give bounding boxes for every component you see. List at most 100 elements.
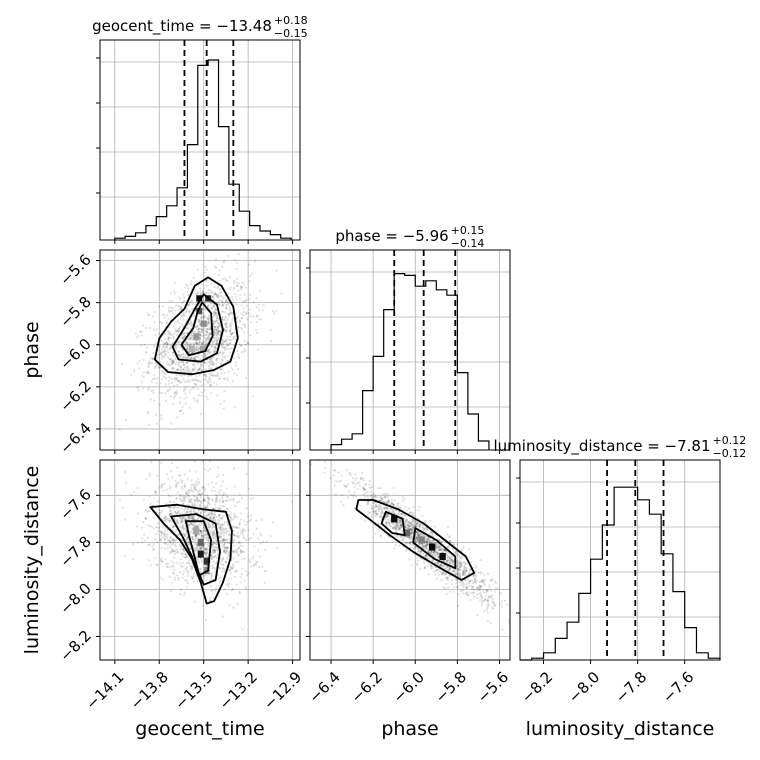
sample-point (179, 519, 182, 523)
sample-point (166, 543, 170, 546)
sample-point (212, 549, 216, 552)
sample-point (432, 551, 435, 554)
sample-point (160, 510, 163, 514)
sample-point (237, 353, 240, 356)
sample-point (134, 332, 138, 335)
sample-point (223, 348, 226, 352)
sample-point (186, 537, 189, 540)
sample-point (214, 542, 217, 545)
sample-point (456, 567, 459, 570)
sample-point (209, 367, 212, 370)
sample-point (196, 504, 199, 507)
sample-point (231, 563, 234, 566)
sample-point (193, 358, 196, 361)
x-tick-label: −6.0 (390, 668, 428, 706)
sample-point (412, 543, 415, 547)
sample-point (210, 575, 213, 578)
sample-point (240, 567, 244, 570)
sample-point (225, 307, 228, 310)
sample-point (263, 570, 266, 573)
sample-point (224, 340, 227, 343)
sample-point (185, 579, 188, 582)
sample-point (190, 280, 193, 283)
sample-point (447, 555, 451, 558)
sample-point (207, 349, 210, 353)
sample-point (221, 342, 224, 346)
sample-point (201, 290, 204, 293)
sample-point (202, 334, 206, 337)
sample-point (178, 322, 182, 325)
sample-point (409, 511, 412, 514)
sample-point (426, 543, 429, 546)
sample-point (217, 514, 221, 517)
sample-point (197, 493, 200, 496)
sample-point (202, 364, 205, 367)
sample-point (204, 356, 207, 359)
sample-point (167, 389, 170, 392)
sample-point (247, 572, 250, 575)
sample-point (478, 592, 481, 595)
sample-point (432, 550, 435, 554)
sample-point (419, 553, 422, 556)
sample-point (410, 546, 413, 549)
sample-point (225, 338, 228, 342)
sample-point (459, 573, 462, 577)
sample-point (233, 356, 236, 359)
sample-point (385, 513, 388, 517)
sample-point (438, 545, 441, 548)
sample-point (173, 525, 176, 528)
sample-point (232, 550, 235, 553)
sample-point (450, 563, 453, 566)
sample-point (240, 286, 243, 289)
sample-point (460, 583, 463, 587)
sample-point (198, 504, 202, 507)
sample-point (192, 342, 195, 345)
sample-point (450, 558, 453, 561)
sample-point (212, 315, 215, 318)
sample-point (415, 530, 418, 533)
sample-point (176, 521, 179, 524)
sample-point (178, 497, 182, 500)
sample-point (187, 507, 190, 511)
sample-point (491, 600, 494, 603)
sample-point (192, 315, 195, 318)
sample-point (400, 513, 404, 516)
sample-point (400, 526, 404, 529)
sample-point (222, 567, 225, 570)
sample-point (465, 562, 468, 565)
sample-point (227, 528, 231, 531)
sample-point (192, 364, 195, 367)
sample-point (383, 500, 387, 503)
sample-point (208, 337, 211, 340)
sample-point (427, 573, 430, 576)
sample-point (197, 330, 200, 334)
sample-point (424, 520, 427, 524)
sample-point (182, 548, 185, 552)
sample-point (217, 325, 220, 328)
sample-point (177, 350, 181, 353)
sample-point (399, 521, 402, 524)
sample-point (213, 556, 216, 559)
sample-point (368, 515, 371, 519)
sample-point (213, 303, 216, 306)
sample-point (467, 547, 470, 551)
sample-point (167, 336, 170, 340)
sample-point (251, 272, 254, 275)
sample-point (150, 389, 153, 392)
sample-point (219, 489, 223, 492)
sample-point (180, 301, 184, 304)
sample-point (429, 530, 432, 533)
sample-point (185, 554, 189, 557)
sample-point (189, 510, 192, 514)
sample-point (390, 502, 393, 505)
sample-point (160, 370, 164, 373)
sample-point (220, 345, 223, 348)
sample-point (217, 337, 220, 340)
sample-point (168, 337, 171, 340)
sample-point (229, 339, 232, 342)
sample-point (180, 519, 184, 522)
sample-point (147, 510, 150, 513)
sample-point (162, 345, 165, 349)
sample-point (259, 318, 262, 321)
